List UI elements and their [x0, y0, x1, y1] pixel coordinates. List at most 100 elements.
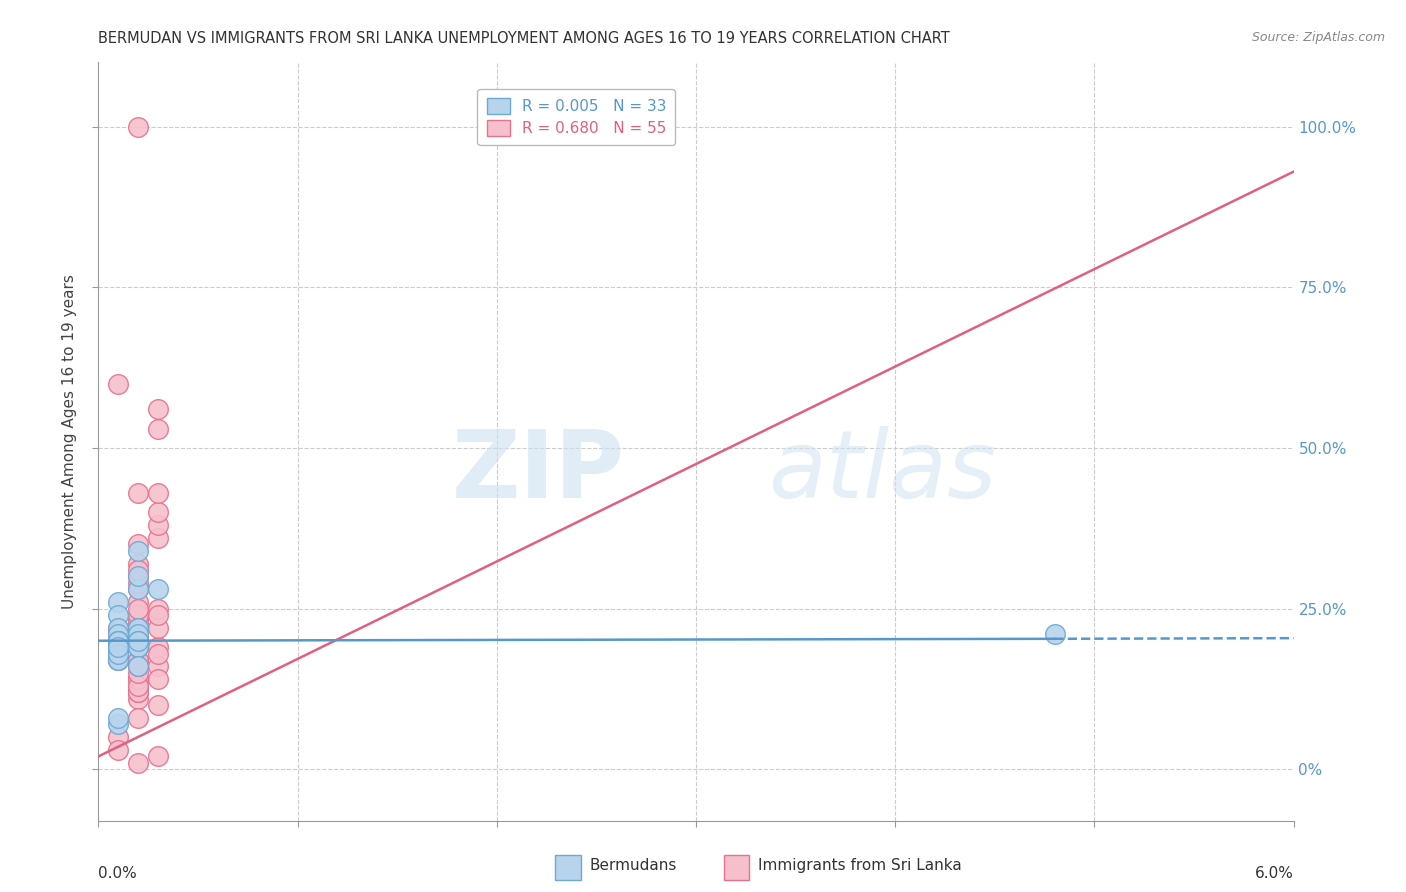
Point	[127, 653, 149, 667]
Point	[107, 640, 129, 655]
Point	[107, 730, 129, 744]
Point	[1043, 627, 1066, 641]
Point	[107, 627, 129, 641]
Legend: R = 0.005   N = 33, R = 0.680   N = 55: R = 0.005 N = 33, R = 0.680 N = 55	[478, 89, 675, 145]
Text: 0.0%: 0.0%	[98, 866, 138, 881]
Point	[127, 691, 149, 706]
Point	[148, 505, 170, 519]
Point	[127, 665, 149, 680]
Point	[148, 601, 170, 615]
Point	[107, 640, 129, 655]
Point	[127, 673, 149, 687]
Point	[107, 647, 129, 661]
Point	[127, 685, 149, 699]
Point	[127, 673, 149, 687]
Point	[127, 627, 149, 641]
Point	[148, 640, 170, 655]
Point	[127, 537, 149, 551]
Text: 6.0%: 6.0%	[1254, 866, 1294, 881]
Point	[107, 376, 129, 391]
Point	[127, 569, 149, 583]
Point	[127, 640, 149, 655]
Point	[127, 640, 149, 655]
Point	[107, 621, 129, 635]
Point	[107, 653, 129, 667]
Point	[127, 679, 149, 693]
Text: ZIP: ZIP	[451, 425, 624, 518]
Point	[107, 647, 129, 661]
Text: BERMUDAN VS IMMIGRANTS FROM SRI LANKA UNEMPLOYMENT AMONG AGES 16 TO 19 YEARS COR: BERMUDAN VS IMMIGRANTS FROM SRI LANKA UN…	[98, 31, 950, 46]
Point	[127, 615, 149, 629]
Point	[127, 633, 149, 648]
Point	[127, 679, 149, 693]
Point	[107, 633, 129, 648]
Point	[107, 653, 129, 667]
Point	[127, 601, 149, 615]
Point	[127, 627, 149, 641]
Point	[148, 673, 170, 687]
Point	[148, 749, 170, 764]
Point	[127, 659, 149, 673]
Point	[107, 607, 129, 622]
Point	[107, 633, 129, 648]
Text: Source: ZipAtlas.com: Source: ZipAtlas.com	[1251, 31, 1385, 45]
Point	[107, 633, 129, 648]
Text: Immigrants from Sri Lanka: Immigrants from Sri Lanka	[758, 858, 962, 872]
Point	[127, 633, 149, 648]
Point	[148, 647, 170, 661]
Point	[127, 595, 149, 609]
Bar	[724, 855, 749, 880]
Point	[107, 653, 129, 667]
Point	[148, 518, 170, 533]
Point	[127, 640, 149, 655]
Point	[127, 659, 149, 673]
Point	[148, 659, 170, 673]
Point	[127, 621, 149, 635]
Point	[127, 756, 149, 770]
Point	[127, 633, 149, 648]
Point	[148, 607, 170, 622]
Point	[107, 653, 129, 667]
Point	[127, 563, 149, 577]
Point	[127, 607, 149, 622]
Point	[107, 717, 129, 731]
Y-axis label: Unemployment Among Ages 16 to 19 years: Unemployment Among Ages 16 to 19 years	[62, 274, 77, 609]
Point	[127, 615, 149, 629]
Point	[148, 531, 170, 545]
Point	[107, 627, 129, 641]
Point	[107, 640, 129, 655]
Point	[127, 120, 149, 134]
Point	[127, 685, 149, 699]
Point	[148, 582, 170, 597]
Point	[107, 647, 129, 661]
Point	[148, 402, 170, 417]
Point	[148, 422, 170, 436]
Point	[127, 653, 149, 667]
Point	[127, 575, 149, 590]
Bar	[555, 855, 581, 880]
Point	[127, 582, 149, 597]
Point	[127, 569, 149, 583]
Point	[127, 640, 149, 655]
Point	[107, 743, 129, 757]
Point	[107, 711, 129, 725]
Point	[127, 659, 149, 673]
Text: Bermudans: Bermudans	[589, 858, 676, 872]
Point	[107, 633, 129, 648]
Point	[148, 486, 170, 500]
Point	[127, 633, 149, 648]
Point	[148, 698, 170, 712]
Text: atlas: atlas	[768, 426, 995, 517]
Point	[127, 685, 149, 699]
Point	[127, 486, 149, 500]
Point	[127, 621, 149, 635]
Point	[127, 543, 149, 558]
Point	[127, 582, 149, 597]
Point	[127, 633, 149, 648]
Point	[107, 621, 129, 635]
Point	[127, 711, 149, 725]
Point	[127, 557, 149, 571]
Point	[148, 621, 170, 635]
Point	[107, 640, 129, 655]
Point	[107, 595, 129, 609]
